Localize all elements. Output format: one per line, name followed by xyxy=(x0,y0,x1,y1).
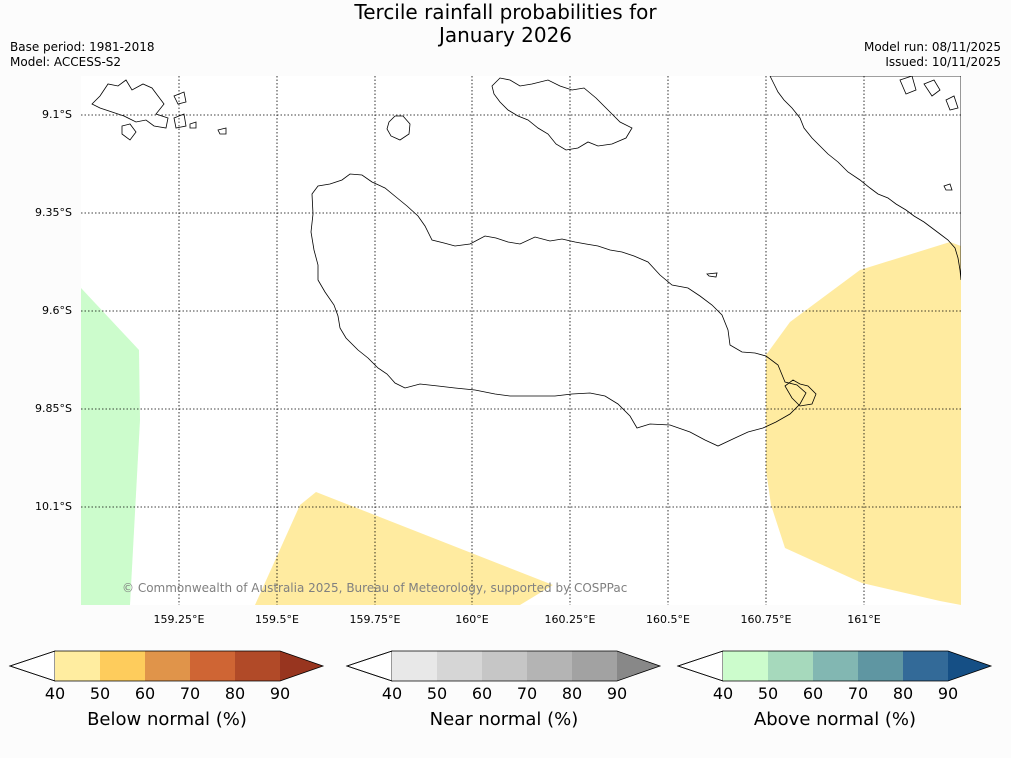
colorbar-tick: 40 xyxy=(381,684,403,703)
lon-label: 160.5°E xyxy=(646,613,690,626)
lat-label: 9.6°S xyxy=(42,304,72,317)
malaita-coastline xyxy=(769,76,961,281)
colorbar-near-normal xyxy=(345,650,662,682)
colorbar-below-normal xyxy=(8,650,325,682)
colorbar-near-segment xyxy=(482,651,527,681)
colorbar-above-title: Above normal (%) xyxy=(753,709,917,730)
lat-label: 9.85°S xyxy=(35,402,72,415)
savo-island-coastline xyxy=(386,115,411,141)
colorbar-near-min-arrow xyxy=(345,650,393,682)
colorbar-below-title: Below normal (%) xyxy=(87,709,247,730)
lat-label: 10.1°S xyxy=(35,500,72,513)
model-text: Model: ACCESS-S2 xyxy=(10,55,122,69)
colorbar-above-segment xyxy=(903,651,948,681)
colorbar-tick: 70 xyxy=(179,684,201,703)
map-title-line1: Tercile rainfall probabilities for xyxy=(354,0,657,24)
lon-label: 160.25°E xyxy=(544,613,596,626)
colorbar-below-segment xyxy=(235,651,280,681)
lon-label: 159.25°E xyxy=(153,613,205,626)
colorbar-tick: 90 xyxy=(937,684,959,703)
colorbar-below-segment xyxy=(145,651,190,681)
map-title-line2: January 2026 xyxy=(438,23,573,47)
colorbar-tick: 90 xyxy=(269,684,291,703)
colorbar-tick: 80 xyxy=(561,684,583,703)
florida-islands-coastline xyxy=(491,77,633,151)
colorbar-above-segment xyxy=(768,651,813,681)
colorbar-above-normal xyxy=(676,650,993,682)
colorbar-above-segment xyxy=(813,651,858,681)
colorbar-below-segment xyxy=(190,651,235,681)
above-normal-region-west xyxy=(81,288,140,605)
island-east-small xyxy=(784,379,817,407)
colorbar-tick: 50 xyxy=(426,684,448,703)
colorbar-above-max-arrow xyxy=(948,651,991,681)
model-run-text: Model run: 08/11/2025 xyxy=(863,40,1001,54)
colorbar-tick: 70 xyxy=(847,684,869,703)
colorbar-tick: 70 xyxy=(516,684,538,703)
colorbar-tick: 90 xyxy=(606,684,628,703)
colorbar-near-title: Near normal (%) xyxy=(429,709,579,730)
issued-text: Issued: 10/11/2025 xyxy=(885,55,1001,69)
colorbar-near-segment xyxy=(437,651,482,681)
lat-label: 9.1°S xyxy=(42,108,72,121)
russell-islands-coastline xyxy=(91,79,227,141)
colorbar-near-segment xyxy=(527,651,572,681)
colorbar-below-max-arrow xyxy=(280,651,323,681)
guadalcanal-coastline xyxy=(310,173,807,447)
colorbar-tick: 40 xyxy=(44,684,66,703)
lon-label: 159.75°E xyxy=(349,613,401,626)
colorbar-tick: 60 xyxy=(134,684,156,703)
lon-label: 160°E xyxy=(455,613,489,626)
colorbar-tick: 60 xyxy=(802,684,824,703)
colorbar-above-segment xyxy=(723,651,768,681)
colorbar-near-max-arrow xyxy=(617,651,660,681)
malaita-islets xyxy=(899,76,959,191)
lon-label: 160.75°E xyxy=(740,613,792,626)
colorbar-tick: 50 xyxy=(89,684,111,703)
base-period-text: Base period: 1981-2018 xyxy=(10,40,155,54)
colorbar-tick: 60 xyxy=(471,684,493,703)
colorbar-tick: 80 xyxy=(224,684,246,703)
colorbar-near-segment xyxy=(572,651,617,681)
colorbar-tick: 40 xyxy=(712,684,734,703)
lon-label: 161°E xyxy=(847,613,881,626)
graticule xyxy=(81,76,961,605)
colorbar-below-segment xyxy=(100,651,145,681)
below-normal-region-east xyxy=(766,242,961,605)
copyright-notice: © Commonwealth of Australia 2025, Bureau… xyxy=(122,581,628,595)
colorbar-below-min-arrow xyxy=(8,650,56,682)
lat-label: 9.35°S xyxy=(35,206,72,219)
colorbar-above-min-arrow xyxy=(676,650,724,682)
colorbar-tick: 80 xyxy=(892,684,914,703)
colorbar-tick: 50 xyxy=(757,684,779,703)
colorbar-above-segment xyxy=(858,651,903,681)
lon-label: 159.5°E xyxy=(255,613,299,626)
colorbar-below-segment xyxy=(55,651,100,681)
colorbar-near-segment xyxy=(392,651,437,681)
islet-coastline xyxy=(706,272,718,278)
below-normal-region-south xyxy=(255,492,553,605)
